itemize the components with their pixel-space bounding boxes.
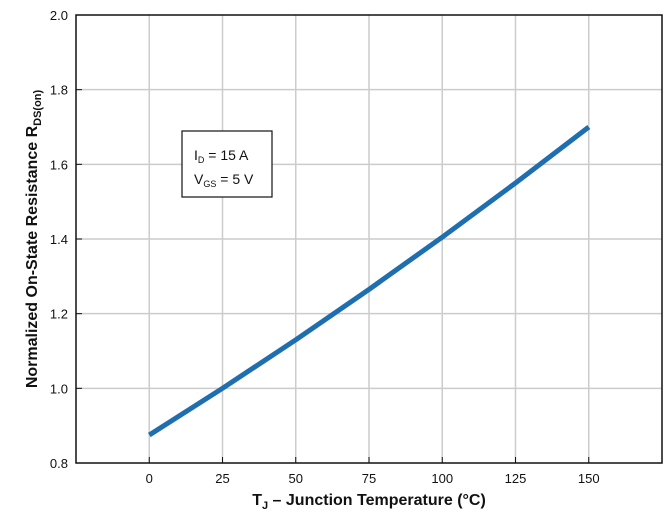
y-tick-label: 1.6 <box>50 157 68 172</box>
y-tick-label: 1.0 <box>50 381 68 396</box>
x-tick-label: 50 <box>289 471 303 486</box>
annotation-line-2: VGS = 5 V <box>194 171 254 189</box>
annotation-line-1: ID = 15 A <box>194 147 249 165</box>
x-axis-title: TJ – Junction Temperature (°C) <box>252 492 486 512</box>
y-tick-label: 1.8 <box>50 83 68 98</box>
tick-labels: 0 25 50 75 100 125 150 0.8 1.0 1.2 1.4 1.6 1.8 2.0 <box>50 8 600 486</box>
x-tick-label: 150 <box>578 471 600 486</box>
annotation-box: ID = 15 A VGS = 5 V <box>181 130 273 198</box>
x-tick-label: 75 <box>362 471 376 486</box>
series-line <box>147 125 591 438</box>
y-tick-label: 2.0 <box>50 8 68 23</box>
grid <box>76 15 662 463</box>
x-tick-label: 25 <box>215 471 229 486</box>
annotation-frame <box>181 130 273 198</box>
x-tick-label: 100 <box>431 471 453 486</box>
y-tick-label: 1.2 <box>50 307 68 322</box>
y-axis-title: Normalized On-State Resistance RDS(on) <box>24 89 44 388</box>
x-tick-label: 0 <box>146 471 153 486</box>
x-tick-label: 125 <box>505 471 527 486</box>
y-tick-label: 0.8 <box>50 456 68 471</box>
y-tick-label: 1.4 <box>50 232 68 247</box>
series-layer <box>147 125 591 438</box>
